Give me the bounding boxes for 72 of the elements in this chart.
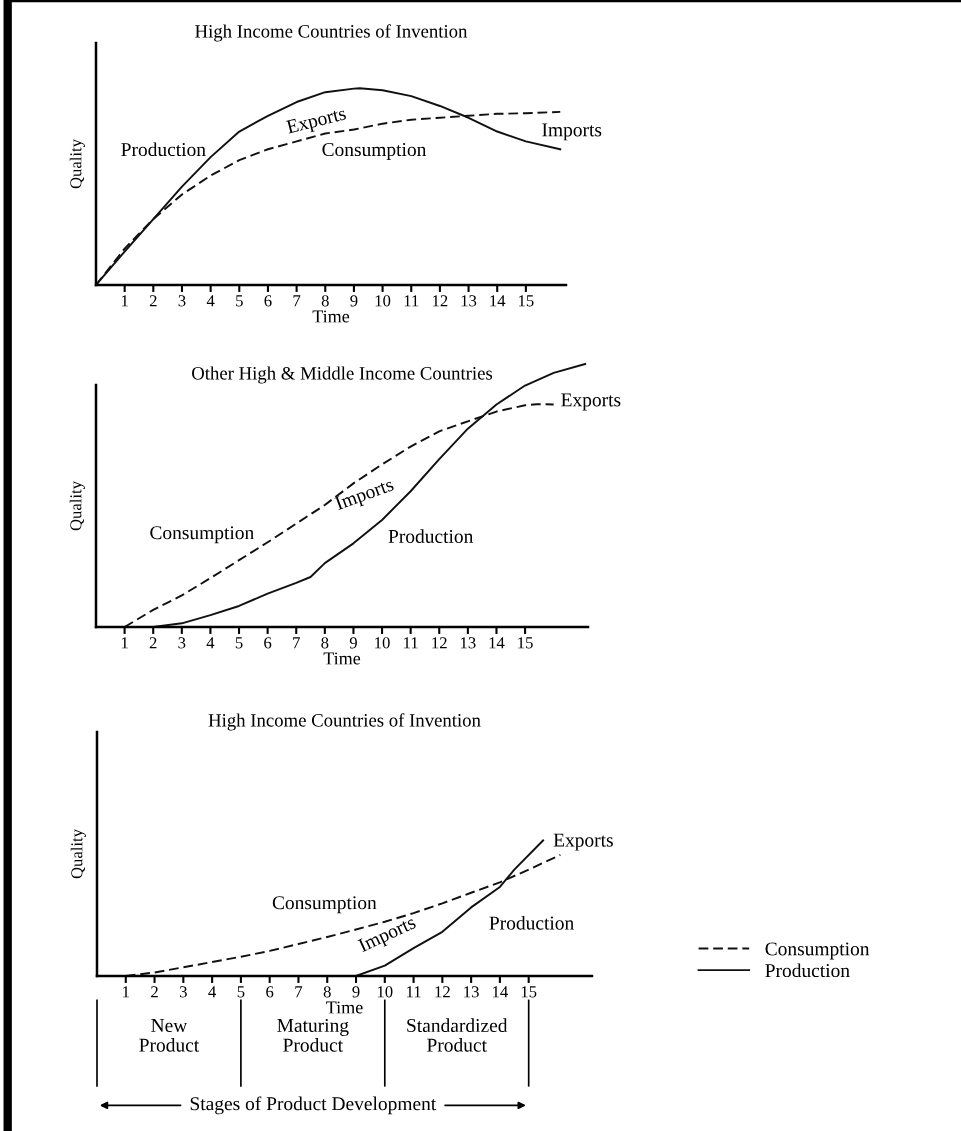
x-tick-label: 9: [352, 986, 360, 998]
x-axis-title: Time: [326, 1001, 363, 1014]
x-tick-label: 6: [266, 986, 274, 998]
x-tick-label: 7: [293, 637, 300, 649]
x-tick-label: 13: [461, 295, 477, 307]
x-tick-label: 6: [264, 295, 272, 307]
x-tick-label: 11: [404, 637, 418, 649]
x-tick-label: 11: [407, 986, 421, 998]
x-tick-label: 4: [206, 637, 215, 649]
legend-label: Consumption: [765, 942, 870, 960]
x-tick-label: 5: [235, 637, 243, 649]
x-tick-label: 15: [519, 295, 534, 307]
annotation: Production: [121, 142, 206, 157]
x-tick-label: 8: [321, 637, 329, 649]
x-tick-label: 13: [464, 986, 479, 998]
x-tick-label: 5: [236, 295, 243, 307]
x-tick-label: 4: [208, 986, 217, 998]
annotation: Production: [388, 529, 474, 543]
annotation: Exports: [561, 393, 621, 411]
annotation: Production: [489, 915, 574, 930]
x-tick-label: 8: [323, 986, 331, 998]
x-tick-label: 3: [178, 637, 186, 649]
x-tick-label: 12: [432, 637, 447, 649]
x-axis-title: Time: [323, 652, 361, 665]
x-tick-label: 2: [151, 986, 158, 998]
x-tick-label: 14: [489, 637, 505, 649]
x-tick-label: 12: [433, 295, 448, 307]
x-tick-label: 10: [375, 295, 391, 307]
x-tick-label: 2: [149, 637, 157, 649]
y-axis-title: Quality: [69, 139, 85, 189]
x-tick-label: 1: [123, 986, 129, 998]
x-tick-label: 15: [518, 637, 533, 649]
x-tick-label: 15: [521, 986, 537, 998]
x-tick-label: 4: [206, 295, 215, 307]
text: New Product: [139, 1019, 200, 1052]
annotation: Exports: [553, 833, 613, 851]
x-tick-label: 5: [237, 986, 245, 998]
x-tick-label: 7: [293, 295, 301, 307]
x-tick-label: 9: [350, 295, 358, 307]
x-tick-label: 7: [295, 986, 303, 998]
x-tick-label: 1: [121, 637, 128, 649]
x-tick-label: 10: [375, 637, 390, 649]
annotation: Consumption: [150, 526, 254, 544]
annotation: Consumption: [272, 896, 377, 914]
legend-label: Production: [765, 963, 850, 978]
x-tick-label: 10: [377, 986, 393, 998]
annotation: Consumption: [322, 143, 427, 161]
x-tick-label: 9: [349, 637, 357, 649]
annotation: Exports: [285, 106, 348, 138]
x-axis-title: Time: [312, 310, 350, 323]
text: Maturing Product: [277, 1018, 349, 1052]
x-tick-label: 14: [490, 295, 506, 307]
chart-title: High Income Countries of Invention: [195, 24, 468, 42]
x-tick-label: 6: [264, 637, 272, 649]
x-tick-label: 14: [493, 986, 508, 998]
chart-title: Other High & Middle Income Countries: [192, 366, 493, 384]
y-axis-title: Quality: [69, 481, 85, 531]
annotation: Imports: [357, 915, 419, 956]
x-tick-label: 3: [178, 295, 186, 307]
x-tick-label: 1: [121, 295, 128, 307]
chart-title: High Income Countries of Invention: [208, 713, 481, 731]
x-tick-label: 2: [149, 295, 157, 307]
y-axis-title: Quality: [70, 829, 86, 879]
annotation: Imports: [334, 477, 396, 514]
x-tick-label: 3: [179, 986, 187, 998]
x-tick-label: 11: [404, 295, 419, 307]
x-tick-label: 8: [321, 295, 329, 307]
x-tick-label: 13: [460, 637, 476, 649]
x-tick-label: 12: [435, 986, 450, 998]
annotation: Imports: [542, 123, 602, 141]
text: Stages of Product Development: [190, 1096, 437, 1115]
text: Standardized Product: [407, 1018, 508, 1052]
